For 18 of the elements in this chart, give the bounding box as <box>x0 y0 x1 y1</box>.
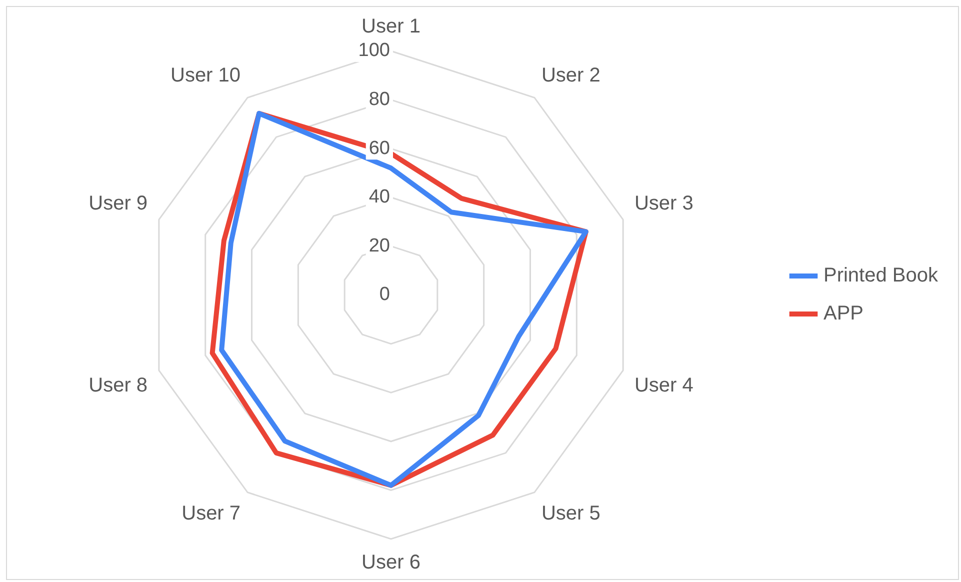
spoke-label: User 9 <box>88 192 148 214</box>
spoke-label: User 10 <box>170 64 241 86</box>
y-tick-label: 60 <box>368 138 390 159</box>
spoke-label: User 8 <box>88 374 148 397</box>
spoke-label: User 7 <box>182 502 241 525</box>
y-tick-label: 100 <box>358 40 390 62</box>
y-tick-label: 0 <box>379 284 390 306</box>
spoke-label: User 1 <box>362 16 420 38</box>
spoke-label: User 5 <box>541 502 600 525</box>
spoke-label: User 4 <box>634 374 694 397</box>
y-tick-label: 80 <box>368 89 390 110</box>
y-tick-label: 20 <box>368 235 390 256</box>
spoke-label: User 2 <box>541 64 600 86</box>
spoke-label: User 6 <box>362 552 420 574</box>
y-tick-label: 40 <box>368 186 390 208</box>
legend-label: Printed Book <box>823 264 939 287</box>
legend-label: APP <box>823 302 864 325</box>
spoke-label: User 3 <box>634 192 694 214</box>
